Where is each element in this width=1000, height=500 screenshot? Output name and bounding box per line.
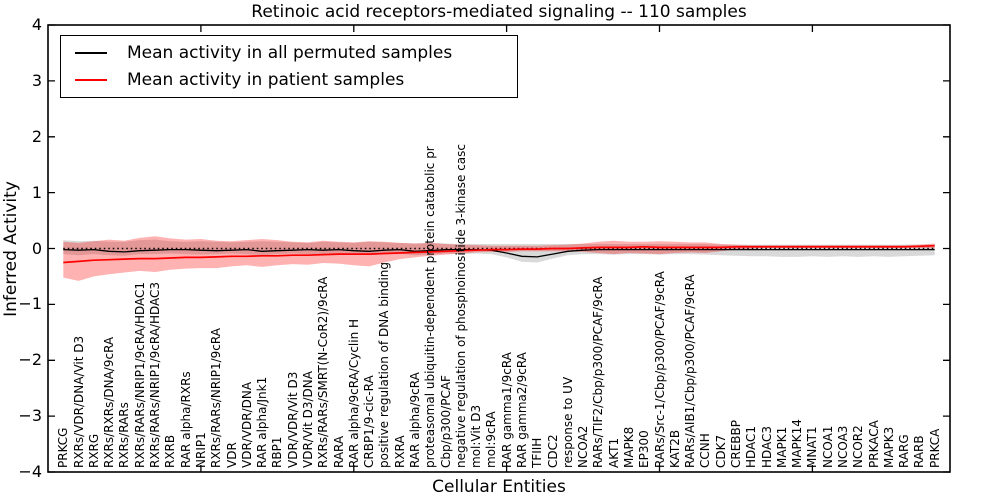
legend-label: Mean activity in patient samples (127, 69, 405, 90)
x-tick-label: RXRs/RARs (117, 402, 132, 468)
x-tick-label: RAR alpha/Jnk1 (255, 376, 269, 468)
x-tick-label: CCNH (698, 433, 713, 468)
x-tick-label: NCOR2 (851, 425, 866, 468)
x-tick-label: NRIP1 (193, 432, 208, 468)
legend-item-patient: Mean activity in patient samples (61, 67, 517, 93)
x-tick-label: NCOA1 (820, 425, 835, 468)
x-tick-label: CRBP1/9-cic-RA (362, 375, 377, 468)
x-tick-label: RXRs/RARs/NRIP1/9cRA (209, 328, 224, 468)
tick-marks (48, 24, 950, 473)
x-tick-label: RBP1 (270, 436, 285, 468)
y-tick-label: −4 (18, 462, 42, 481)
x-tick-label: VDR/VDR/Vit D3 (285, 371, 300, 468)
y-tick-label: −2 (18, 350, 42, 370)
x-tick-label: RAR gamma1/9cRA (499, 352, 514, 468)
x-tick-label: RXRA (392, 435, 407, 468)
x-tick-label: PRKACA (866, 420, 881, 468)
x-tick-label: RAR gamma2/9cRA (514, 352, 529, 468)
permuted-mean-line (63, 248, 935, 258)
x-tick-label: RARs/Src-1/Cbp/p300/PCAF/9cRA (652, 271, 667, 468)
x-tick-label: response to UV (560, 376, 575, 468)
x-tick-label: HDAC1 (744, 425, 759, 468)
legend-label: Mean activity in all permuted samples (127, 43, 453, 64)
x-tick-label: RAR alpha/RXRs (178, 371, 193, 468)
x-tick-label: KAT2B (667, 429, 682, 468)
x-tick-label: RARs/AIB1/Cbp/p300/PCAF/9cRA (683, 274, 698, 468)
x-tick-label: RARs/TIF2/Cbp/p300/PCAF/9cRA (591, 276, 606, 468)
x-tick-label: RXRs/RARs/NRIP1/9cRA/HDAC1 (132, 281, 147, 468)
x-tick-label: positive regulation of DNA binding (377, 262, 392, 468)
x-tick-label: RXRB (163, 434, 178, 468)
x-tick-label: RAR alpha/9cRA (407, 372, 422, 468)
x-tick-label: MAPK14 (790, 419, 805, 468)
x-tick-label: RXRs/RARs/SMRT(N-CoR2)/9cRA (316, 276, 331, 468)
x-tick-label: EP300 (637, 430, 652, 468)
x-tick-label: mol:Vit D3 (469, 404, 484, 468)
x-tick-label: Cbp/p300/PCAF (438, 375, 453, 468)
x-tick-label: RXRs/RXRs/DNA/9cRA (102, 336, 117, 468)
x-tick-label: RXRs/RARs/NRIP1/9cRA/HDAC3 (148, 281, 162, 468)
y-tick-label: 4 (31, 15, 42, 34)
x-tick-label: MAPK1 (774, 426, 789, 468)
y-tick-label: 0 (31, 238, 42, 258)
chart-title: Retinoic acid receptors-mediated signali… (251, 2, 747, 22)
x-tick-label: MAPK3 (881, 426, 896, 468)
legend-item-permuted: Mean activity in all permuted samples (61, 40, 517, 66)
x-tick-label: MNAT1 (805, 426, 820, 468)
x-tick-label: NCOA3 (836, 425, 850, 468)
x-tick-label: PRKCG (56, 427, 71, 468)
x-tick-label: RXRG (86, 433, 101, 468)
patient-range-band (63, 236, 935, 281)
x-tick-label: VDR/Vit D3/DNA (300, 371, 315, 468)
x-tick-label: HDAC3 (759, 425, 774, 468)
x-tick-label: CREBBP (729, 420, 743, 468)
y-tick-label: 2 (31, 126, 42, 146)
legend: Mean activity in all permuted samples Me… (60, 35, 518, 98)
x-tick-label: RARB (912, 435, 927, 468)
x-tick-label: NCOA2 (576, 425, 591, 468)
y-tick-label: 1 (31, 182, 42, 202)
legend-line-sample-black (75, 52, 107, 55)
x-tick-label: mol:9cRA (484, 411, 499, 468)
x-tick-label: MAPK8 (621, 426, 636, 468)
legend-line-sample-red (75, 78, 107, 81)
x-tick-label: RARA (331, 435, 346, 468)
y-tick-label: −1 (18, 294, 42, 314)
x-axis-label: Cellular Entities (432, 477, 566, 497)
x-tick-label: TFIIH (530, 437, 545, 468)
x-tick-label: CDC2 (545, 434, 560, 468)
x-tick-label: RAR alpha/9cRA/Cyclin H (346, 318, 361, 468)
x-tick-label: AKT1 (606, 437, 621, 468)
y-tick-label: −3 (18, 406, 42, 426)
x-tick-label: RXRs/VDR/DNA/Vit D3 (71, 335, 86, 468)
x-tick-label: VDR/VDR/DNA (239, 381, 254, 468)
x-tick-label: RARG (897, 434, 912, 468)
x-tick-label: negative regulation of phosphoinositide … (453, 144, 468, 468)
x-tick-label: PRKCA (927, 428, 942, 468)
x-tick-label: CDK7 (713, 434, 728, 468)
y-tick-label: 3 (31, 70, 42, 90)
x-tick-label: proteasomal ubiquitin-dependent protein … (423, 146, 438, 468)
patient-mean-line (63, 244, 935, 264)
x-tick-label: VDR (224, 442, 239, 468)
